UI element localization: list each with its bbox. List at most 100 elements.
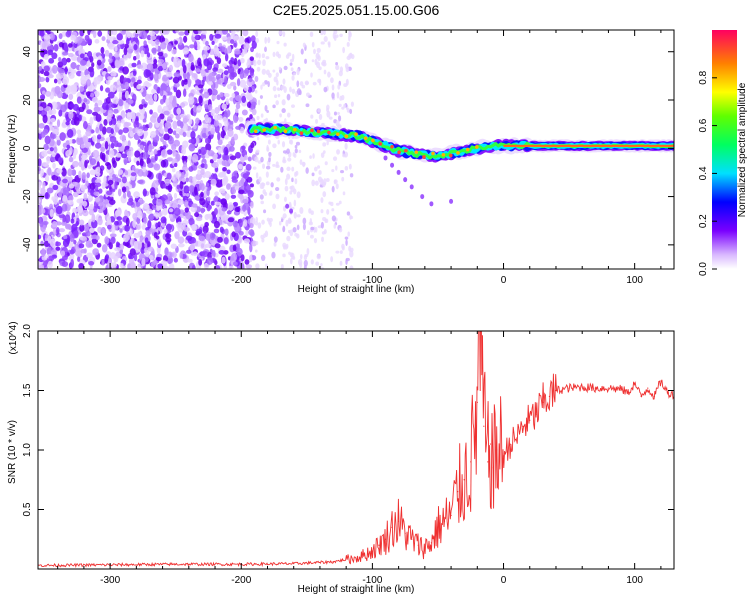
- snr-point: [627, 392, 629, 394]
- heatmap-cell: [120, 30, 126, 35]
- heatmap-cell: [96, 59, 102, 66]
- heatmap-cell: [243, 219, 248, 227]
- heatmap-cell: [46, 187, 54, 194]
- heatmap-cell: [165, 85, 171, 93]
- heatmap-cell: [243, 154, 248, 161]
- heatmap-cell: [104, 236, 110, 245]
- heatmap-cell: [78, 243, 85, 249]
- heatmap-cell: [204, 221, 209, 228]
- heatmap-cell: [57, 157, 63, 164]
- heatmap-cell: [94, 76, 101, 85]
- heatmap-cell: [299, 159, 303, 165]
- heatmap-cell: [272, 163, 276, 167]
- heatmap-cell: [212, 67, 219, 72]
- snr-y-multiplier: (x10^4): [8, 321, 19, 354]
- heatmap-cell: [263, 209, 267, 214]
- heatmap-cell: [49, 133, 57, 140]
- snr-point: [492, 467, 494, 469]
- heatmap-cell: [304, 58, 307, 64]
- heatmap-cell: [177, 236, 185, 244]
- heatmap-cell: [87, 30, 91, 36]
- snr-point: [483, 425, 485, 427]
- heatmap-cell: [275, 72, 279, 78]
- heatmap-cell: [282, 159, 287, 164]
- heatmap-cell: [88, 260, 95, 266]
- heatmap-cell: [296, 68, 300, 76]
- heatmap-cell: [91, 213, 96, 223]
- heatmap-ridge-peak: [253, 129, 258, 134]
- heatmap-cell: [234, 94, 242, 102]
- heatmap-cell: [383, 155, 388, 161]
- heatmap-cell: [179, 252, 183, 259]
- heatmap-cell: [282, 31, 286, 38]
- heatmap-cell: [66, 144, 71, 150]
- heatmap-ridge-peak: [475, 145, 479, 149]
- snr-point: [640, 395, 642, 398]
- heatmap-cell: [210, 200, 215, 206]
- heatmap-cell: [330, 201, 334, 207]
- heatmap-cell: [161, 37, 166, 42]
- heatmap-cell: [235, 30, 240, 33]
- heatmap-cell: [108, 242, 113, 250]
- heatmap-cell: [318, 170, 322, 175]
- heatmap-cell: [184, 207, 189, 213]
- snr-point: [404, 532, 406, 534]
- heatmap-cell: [231, 231, 236, 238]
- heatmap-cell: [47, 260, 53, 269]
- snr-point: [384, 538, 387, 540]
- heatmap-cell: [157, 65, 164, 72]
- heatmap-cell: [166, 43, 173, 52]
- heatmap-cell: [127, 140, 131, 148]
- heatmap-cell: [254, 156, 259, 163]
- heatmap-cell: [232, 261, 238, 266]
- heatmap-cell: [202, 250, 209, 258]
- snr-point: [457, 491, 459, 493]
- heatmap-cell: [245, 163, 252, 171]
- heatmap-cell: [286, 112, 291, 118]
- heatmap-cell: [244, 37, 250, 44]
- heatmap-cell: [62, 178, 68, 184]
- heatmap-cell: [255, 30, 259, 37]
- heatmap-cell: [172, 95, 177, 105]
- heatmap-cell: [128, 258, 135, 265]
- heatmap-cell: [125, 231, 131, 241]
- heatmap-cell: [143, 40, 147, 46]
- heatmap-cell: [45, 90, 51, 97]
- heatmap-cell: [56, 138, 61, 146]
- heatmap-cell: [345, 239, 348, 246]
- heatmap-cell: [59, 132, 66, 141]
- heatmap-cell: [291, 53, 295, 61]
- heatmap-cell: [190, 64, 195, 71]
- heatmap-cell: [135, 201, 141, 207]
- heatmap-ridge-peak: [293, 127, 297, 132]
- heatmap-noise-layer: [38, 30, 355, 269]
- heatmap-cell: [209, 213, 213, 222]
- heatmap-cell: [396, 169, 401, 175]
- heatmap-cell: [331, 84, 335, 91]
- heatmap-cell: [118, 129, 123, 135]
- heatmap-cell: [320, 197, 324, 203]
- heatmap-cell: [116, 142, 122, 148]
- snr-point: [437, 526, 439, 528]
- heatmap-cell: [271, 251, 276, 259]
- heatmap-cell: [260, 156, 264, 163]
- heatmap-cell: [238, 230, 244, 236]
- heatmap-cell: [137, 179, 144, 184]
- heatmap-cell: [294, 178, 298, 185]
- heatmap-cell: [41, 208, 46, 214]
- heatmap-ridge-peak: [465, 147, 470, 152]
- heatmap-cell: [160, 83, 165, 90]
- heatmap-cell: [110, 142, 115, 149]
- heatmap-cell: [86, 109, 93, 115]
- heatmap-cell: [236, 78, 241, 87]
- heatmap-cell: [173, 257, 178, 263]
- heatmap-cell: [210, 178, 217, 186]
- heatmap-cell: [165, 223, 173, 231]
- heatmap-cell: [103, 175, 107, 185]
- heatmap-cell: [216, 68, 224, 74]
- heatmap-cell: [41, 161, 48, 167]
- heatmap-cell: [89, 169, 97, 176]
- heatmap-ridge-peak: [310, 128, 314, 133]
- heatmap-cell: [111, 124, 115, 130]
- heatmap-cell: [229, 72, 235, 80]
